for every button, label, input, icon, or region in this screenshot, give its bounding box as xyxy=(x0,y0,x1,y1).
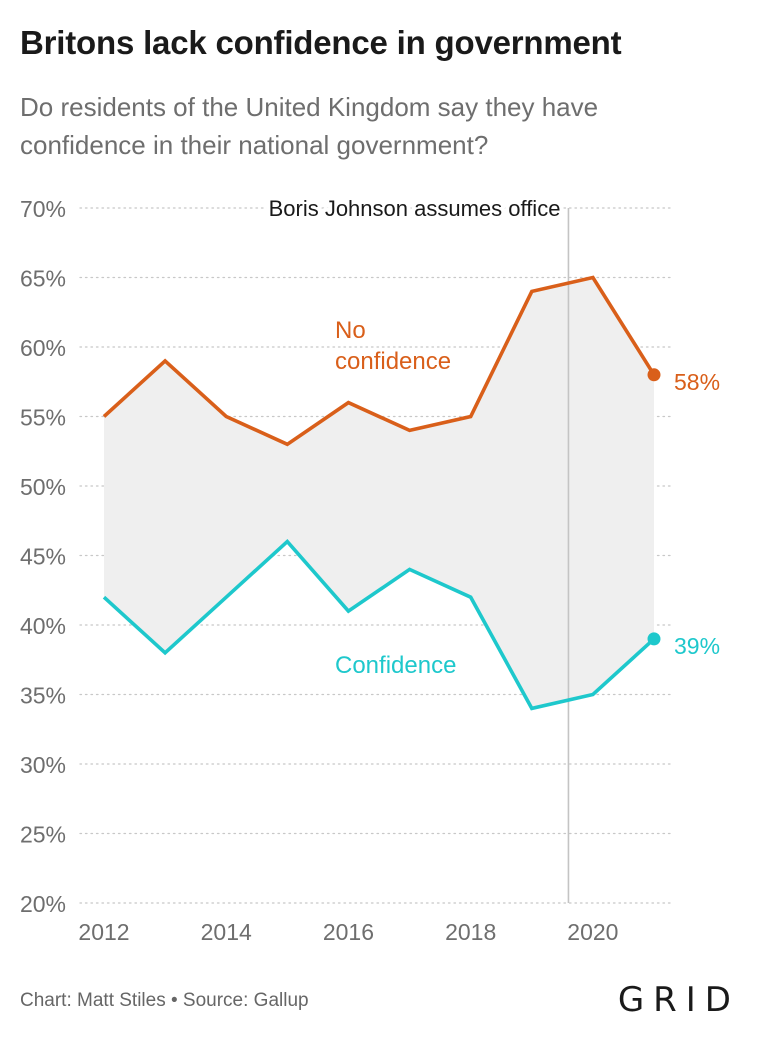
event-annotation: Boris Johnson assumes office xyxy=(269,196,561,221)
gap-band xyxy=(104,277,654,709)
y-tick-label: 35% xyxy=(20,683,66,709)
chart-subtitle: Do residents of the United Kingdom say t… xyxy=(20,92,599,160)
data-points xyxy=(647,368,661,646)
y-tick-label: 40% xyxy=(20,613,66,639)
x-tick-label: 2016 xyxy=(323,919,374,945)
end-value-label-no-confidence: 58% xyxy=(674,369,720,395)
y-tick-label: 20% xyxy=(20,891,66,917)
y-tick-label: 70% xyxy=(20,196,66,222)
y-tick-label: 60% xyxy=(20,335,66,361)
y-axis-tick-labels: 20% 25% 30% 35% 40% 45% 50% 55% 60% 65% 70% xyxy=(20,196,66,917)
x-tick-label: 2012 xyxy=(78,919,129,945)
y-tick-label: 30% xyxy=(20,752,66,778)
x-tick-label: 2014 xyxy=(201,919,252,945)
series-label-no-confidence-line1: No xyxy=(335,317,366,344)
end-point-confidence xyxy=(647,632,661,646)
series-label-confidence: Confidence xyxy=(335,652,456,679)
y-tick-label: 65% xyxy=(20,266,66,292)
grid-logo: GRID xyxy=(617,980,740,1020)
x-tick-label: 2018 xyxy=(445,919,496,945)
y-tick-label: 50% xyxy=(20,474,66,500)
series-line-no-confidence xyxy=(102,275,656,447)
x-tick-label: 2020 xyxy=(567,919,618,945)
y-tick-label: 55% xyxy=(20,405,66,431)
end-value-label-confidence: 39% xyxy=(674,633,720,659)
end-point-no-confidence xyxy=(647,368,661,382)
chart-title: Britons lack confidence in government xyxy=(20,24,622,61)
series-line-confidence xyxy=(102,539,656,711)
y-tick-label: 25% xyxy=(20,822,66,848)
series-label-no-confidence-line2: confidence xyxy=(335,348,451,375)
x-axis-tick-labels: 2012 2014 2016 2018 2020 xyxy=(78,919,618,945)
y-tick-label: 45% xyxy=(20,544,66,570)
chart-source-footer: Chart: Matt Stiles • Source: Gallup xyxy=(20,990,309,1011)
